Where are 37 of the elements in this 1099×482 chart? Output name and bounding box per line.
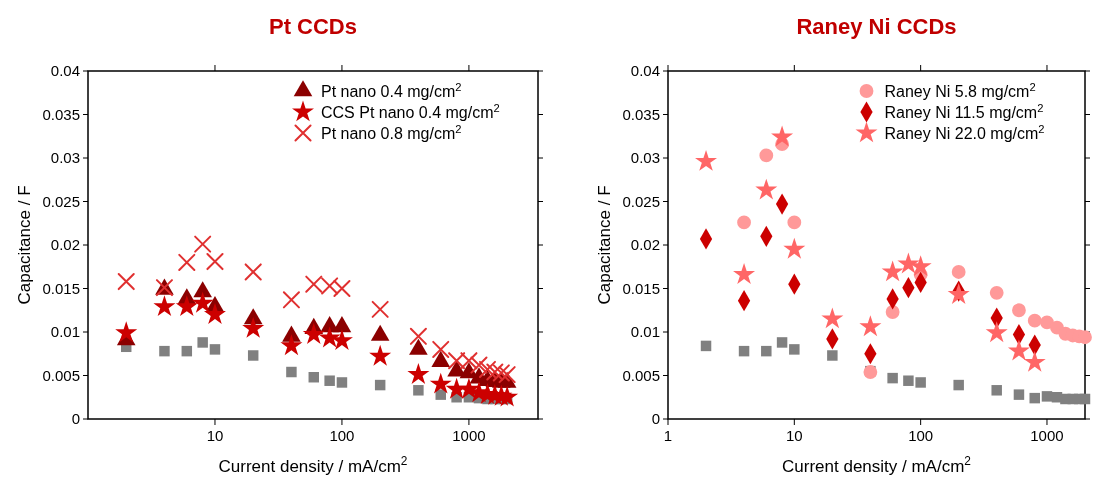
legend-label: Raney Ni 5.8 mg/cm$^{2}$	[884, 80, 1036, 100]
y-tick-label: 0.03	[630, 149, 660, 167]
y-tick-label: 0	[71, 410, 80, 428]
y-tick-label: 0.03	[50, 149, 80, 167]
x-tick-label: 100	[908, 427, 934, 444]
y-tick-label: 0	[651, 410, 660, 428]
x-tick-label: 100	[329, 427, 355, 444]
y-tick-label: 0.04	[50, 62, 80, 80]
y-tick-label: 0.015	[42, 279, 80, 297]
legend-label: Raney Ni 11.5 mg/cm$^{2}$	[884, 101, 1044, 121]
x-axis-title: Current density / mA/cm$^{2}$	[218, 454, 408, 476]
y-tick-label: 0.005	[42, 366, 80, 384]
x-tick-label: 1000	[1030, 427, 1064, 444]
y-tick-label: 0.02	[50, 236, 80, 254]
y-axis-title: Capacitance / F	[15, 185, 34, 305]
legend-label: Raney Ni 22.0 mg/cm$^{2}$	[884, 122, 1045, 142]
y-tick-label: 0.035	[622, 105, 660, 123]
legend-label: Pt nano 0.4 mg/cm$^{2}$	[321, 80, 462, 100]
x-axis-title: Current density / mA/cm$^{2}$	[782, 454, 972, 476]
y-tick-label: 0.005	[622, 366, 660, 384]
y-tick-label: 0.025	[622, 192, 660, 210]
x-tick-label: 1000	[452, 427, 486, 444]
legend-label: CCS Pt nano 0.4 mg/cm$^{2}$	[321, 101, 500, 121]
x-tick-label: 10	[785, 427, 803, 444]
y-tick-label: 0.015	[622, 279, 660, 297]
x-tick-label: 10	[206, 427, 224, 444]
legend-label: Pt nano 0.8 mg/cm$^{2}$	[321, 122, 462, 142]
chart-title: Pt CCDs	[268, 14, 358, 39]
y-tick-label: 0.025	[42, 192, 80, 210]
x-tick-label: 1	[663, 427, 673, 444]
chart-title: Raney Ni CCDs	[796, 14, 957, 39]
y-axis-title: Capacitance / F	[595, 185, 614, 305]
y-tick-label: 0.04	[630, 62, 660, 80]
y-tick-label: 0.01	[630, 323, 660, 341]
y-tick-label: 0.02	[630, 236, 660, 254]
y-tick-label: 0.035	[42, 105, 80, 123]
y-tick-label: 0.01	[50, 323, 80, 341]
